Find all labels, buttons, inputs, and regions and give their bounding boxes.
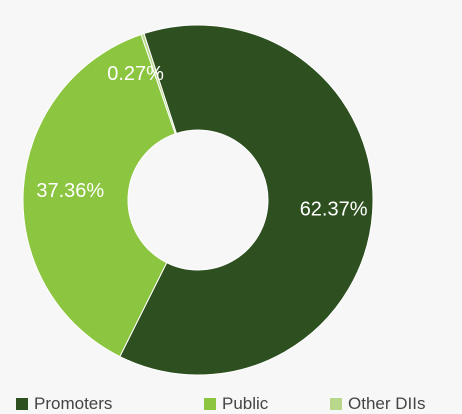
- slice-promoters: [119, 24, 374, 376]
- legend-label-other-diis: Other DIIs: [348, 394, 426, 413]
- donut-slices: [22, 24, 374, 376]
- slice-label-other-diis: 0.27%: [107, 63, 164, 85]
- legend-item-promoters: Promoters: [16, 394, 112, 414]
- slice-label-promoters: 62.37%: [300, 198, 368, 220]
- donut-labels: 62.37% 37.36% 0.27%: [36, 63, 367, 220]
- legend-swatch-other-diis: [330, 398, 342, 410]
- legend-label-promoters: Promoters: [34, 394, 113, 413]
- legend-label-public: Public: [222, 394, 269, 413]
- slice-public: [22, 33, 176, 358]
- legend-swatch-public: [204, 398, 216, 410]
- slice-label-public: 37.36%: [36, 180, 104, 202]
- chart-legend: Promoters Public Other DIIs: [0, 392, 462, 414]
- legend-item-other-diis: Other DIIs: [330, 394, 425, 414]
- legend-swatch-promoters: [16, 398, 28, 410]
- slice-other-diis: [140, 32, 177, 135]
- legend-item-public: Public: [204, 394, 268, 414]
